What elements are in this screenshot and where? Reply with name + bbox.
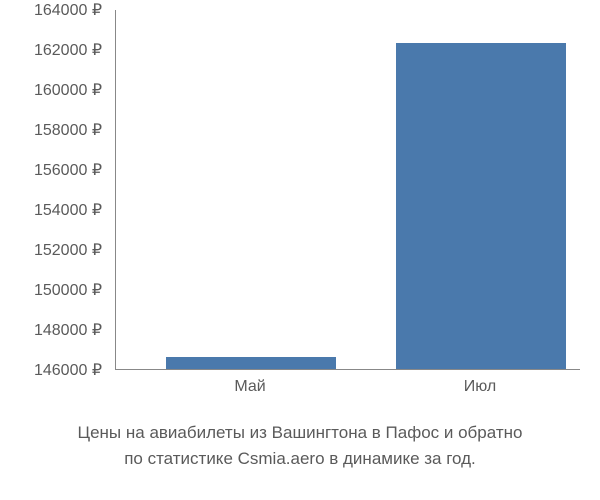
x-axis-label: Май <box>210 378 290 396</box>
bar-chart: 164000 ₽ 162000 ₽ 160000 ₽ 158000 ₽ 1560… <box>0 10 600 410</box>
y-tick-label: 164000 ₽ <box>2 0 102 20</box>
y-tick-label: 156000 ₽ <box>2 160 102 180</box>
y-tick-label: 160000 ₽ <box>2 80 102 100</box>
caption-line: по статистике Csmia.aero в динамике за г… <box>20 446 580 472</box>
y-tick-label: 152000 ₽ <box>2 240 102 260</box>
y-tick-label: 158000 ₽ <box>2 120 102 140</box>
plot-area <box>115 10 580 370</box>
chart-caption: Цены на авиабилеты из Вашингтона в Пафос… <box>0 420 600 471</box>
x-axis-label: Июл <box>440 378 520 396</box>
y-tick-label: 150000 ₽ <box>2 280 102 300</box>
caption-line: Цены на авиабилеты из Вашингтона в Пафос… <box>20 420 580 446</box>
y-axis: 164000 ₽ 162000 ₽ 160000 ₽ 158000 ₽ 1560… <box>0 10 110 370</box>
bar-jul <box>396 43 566 369</box>
y-tick-label: 162000 ₽ <box>2 40 102 60</box>
y-tick-label: 154000 ₽ <box>2 200 102 220</box>
bar-may <box>166 357 336 369</box>
y-tick-label: 146000 ₽ <box>2 360 102 380</box>
y-tick-label: 148000 ₽ <box>2 320 102 340</box>
